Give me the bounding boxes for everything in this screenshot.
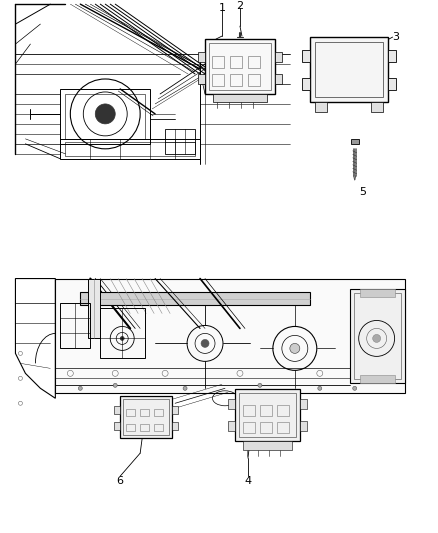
Bar bbox=[65, 94, 145, 139]
Bar bbox=[65, 142, 195, 156]
Circle shape bbox=[318, 386, 322, 390]
Text: 6: 6 bbox=[117, 476, 124, 486]
Bar bbox=[114, 422, 120, 430]
Circle shape bbox=[353, 386, 357, 390]
Bar bbox=[302, 78, 310, 90]
Bar bbox=[371, 102, 383, 112]
Bar bbox=[228, 399, 235, 409]
Circle shape bbox=[113, 383, 117, 387]
Bar bbox=[198, 52, 205, 62]
Bar bbox=[277, 405, 289, 416]
Text: 2: 2 bbox=[237, 1, 244, 11]
Bar bbox=[228, 421, 235, 431]
Bar bbox=[126, 424, 135, 431]
Bar bbox=[230, 74, 242, 86]
Bar bbox=[235, 389, 300, 441]
Bar bbox=[55, 279, 405, 393]
Bar bbox=[350, 288, 405, 383]
Bar bbox=[243, 405, 255, 416]
Bar bbox=[60, 303, 90, 349]
Bar bbox=[302, 50, 310, 62]
Bar bbox=[248, 56, 260, 68]
Circle shape bbox=[95, 104, 115, 124]
Bar bbox=[172, 422, 178, 430]
Bar bbox=[100, 309, 145, 358]
Bar bbox=[212, 56, 224, 68]
Circle shape bbox=[78, 386, 82, 390]
Bar bbox=[120, 397, 172, 438]
Text: 3: 3 bbox=[392, 32, 399, 42]
Circle shape bbox=[183, 386, 187, 390]
Bar bbox=[165, 129, 195, 154]
Bar bbox=[114, 406, 120, 414]
Circle shape bbox=[290, 343, 300, 353]
Bar bbox=[80, 292, 310, 305]
Bar bbox=[300, 399, 307, 409]
Bar bbox=[239, 393, 296, 437]
Circle shape bbox=[201, 340, 209, 348]
Bar bbox=[275, 74, 282, 84]
Bar bbox=[310, 37, 388, 102]
Bar bbox=[388, 78, 396, 90]
Bar bbox=[300, 421, 307, 431]
Bar bbox=[275, 52, 282, 62]
Bar bbox=[154, 409, 163, 416]
Bar bbox=[60, 89, 150, 144]
Text: 4: 4 bbox=[244, 476, 251, 486]
Bar bbox=[140, 409, 149, 416]
Bar bbox=[360, 375, 395, 383]
Bar bbox=[351, 139, 359, 144]
Bar bbox=[60, 139, 200, 159]
Bar bbox=[205, 39, 275, 94]
Bar bbox=[243, 441, 292, 450]
Bar bbox=[88, 279, 100, 338]
Bar bbox=[209, 43, 271, 90]
Circle shape bbox=[120, 336, 124, 341]
Text: 5: 5 bbox=[359, 187, 366, 197]
Bar bbox=[212, 74, 224, 86]
Bar bbox=[260, 405, 272, 416]
Bar bbox=[230, 56, 242, 68]
Bar bbox=[315, 42, 383, 97]
Text: 1: 1 bbox=[219, 3, 226, 13]
Bar bbox=[248, 74, 260, 86]
Bar bbox=[140, 424, 149, 431]
Bar bbox=[198, 74, 205, 84]
Bar bbox=[126, 409, 135, 416]
Circle shape bbox=[258, 383, 262, 387]
Bar bbox=[360, 288, 395, 296]
Bar bbox=[354, 293, 401, 379]
Bar bbox=[260, 422, 272, 433]
Bar bbox=[277, 422, 289, 433]
Bar bbox=[123, 399, 169, 435]
Bar bbox=[388, 50, 396, 62]
Bar bbox=[243, 422, 255, 433]
Bar bbox=[213, 94, 267, 102]
Bar bbox=[315, 102, 327, 112]
Bar bbox=[154, 424, 163, 431]
Bar bbox=[172, 406, 178, 414]
Circle shape bbox=[373, 334, 381, 342]
